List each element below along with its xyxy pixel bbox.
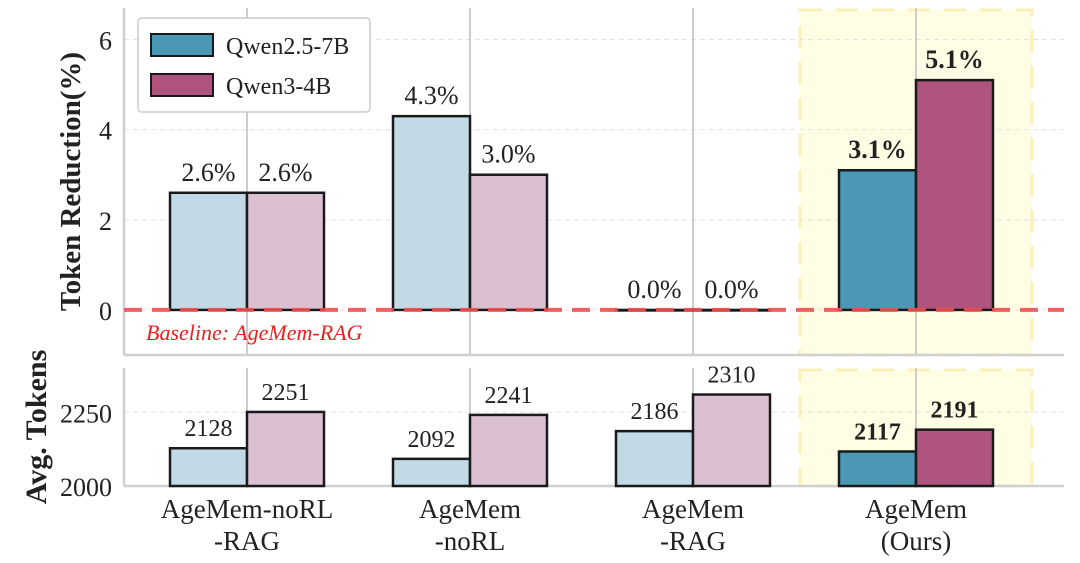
data-label: 2241 [485,383,533,409]
data-label: 2310 [708,363,756,389]
legend-swatch [150,33,214,57]
bar-qwen3-4b [691,308,772,312]
data-label: 2.6% [258,158,312,187]
bar-qwen2.5-7b [614,429,695,488]
bar-qwen3-4b [914,428,995,488]
bar-qwen2.5-7b [168,191,249,312]
data-label: 2191 [931,398,979,424]
data-label: 4.3% [404,81,458,110]
y-tick-label: 6 [99,27,112,56]
x-tick-label: AgeMem [865,494,967,524]
data-label: 5.1% [925,45,984,74]
x-tick-label: AgeMem [419,494,521,524]
data-label: 0.0% [704,275,758,304]
legend-swatch [150,73,214,97]
y-tick-label: 2250 [60,399,112,428]
bar-qwen2.5-7b [837,450,918,488]
x-tick-label: AgeMem-noRL [161,494,333,524]
y-tick-label: 0 [99,297,112,326]
data-label: 3.0% [481,140,535,169]
bar-qwen3-4b [691,393,772,488]
x-tick-label: (Ours) [881,526,951,556]
bar-qwen2.5-7b [391,457,472,488]
data-label: 2092 [408,427,456,453]
data-label: 2186 [631,399,679,425]
bar-qwen3-4b [245,410,326,488]
x-tick-label: -RAG [660,526,726,556]
bar-qwen3-4b [468,413,549,488]
data-label: 2.6% [181,158,235,187]
x-tick-label: -noRL [435,526,506,556]
legend-label: Qwen3-4B [226,74,331,100]
legend-label: Qwen2.5-7B [226,34,349,60]
data-label: 2117 [854,419,901,445]
bar-qwen2.5-7b [168,446,249,488]
data-label: 3.1% [848,135,907,164]
data-label: 0.0% [627,275,681,304]
y-tick-label: 2000 [60,473,112,502]
x-tick-label: -RAG [214,526,280,556]
data-label: 2128 [185,416,233,442]
x-tick-label: AgeMem [642,494,744,524]
bar-qwen3-4b [468,173,549,312]
y-axis-label: Token Reduction(%) [55,52,87,311]
baseline-label: Baseline: AgeMem-RAG [146,320,363,345]
bar-qwen2.5-7b [391,114,472,312]
y-axis-label: Avg. Tokens [20,350,53,505]
bar-qwen3-4b [914,78,995,312]
data-label: 2251 [262,380,310,406]
bar-qwen3-4b [245,191,326,312]
y-tick-label: 4 [99,117,112,146]
bar-qwen2.5-7b [837,168,918,312]
bar-qwen2.5-7b [614,308,695,312]
y-tick-label: 2 [99,207,112,236]
